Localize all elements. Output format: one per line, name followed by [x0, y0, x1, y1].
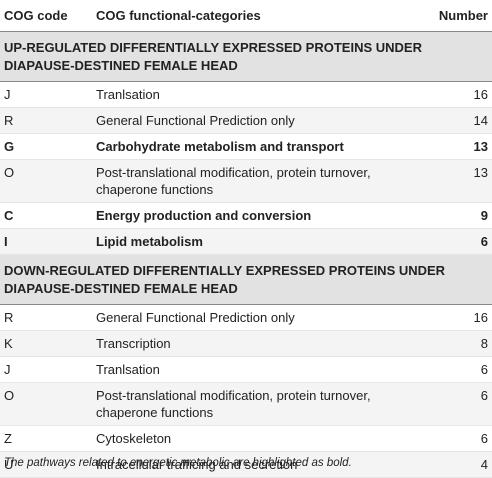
- table-row: R General Functional Prediction only 14: [0, 107, 492, 134]
- cog-code-cell: R: [0, 107, 92, 134]
- cog-code-cell: C: [0, 202, 92, 229]
- footnote: The pathways related to energetic metabo…: [4, 457, 352, 469]
- table-row: J Tranlsation 16: [0, 81, 492, 108]
- number-cell: 13: [422, 159, 492, 203]
- header-cog-code: COG code: [0, 0, 92, 32]
- table-row: J Tranlsation 6: [0, 356, 492, 383]
- category-cell: Post-translational modification, protein…: [92, 159, 422, 203]
- number-cell: 14: [422, 107, 492, 134]
- cog-code-cell: U: [0, 451, 92, 478]
- cog-code-cell: O: [0, 159, 92, 203]
- header-cog-category: COG functional-categories: [92, 0, 422, 32]
- number-cell: 6: [422, 382, 492, 426]
- table-row: U Intracellular trafficing and secretion 4: [0, 451, 492, 478]
- number-cell: 6: [422, 356, 492, 383]
- category-cell: Tranlsation: [92, 81, 422, 108]
- number-cell: 16: [422, 81, 492, 108]
- section-header-row: UP-REGULATED DIFFERENTIALLY EXPRESSED PR…: [0, 31, 492, 82]
- section-title: UP-REGULATED DIFFERENTIALLY EXPRESSED PR…: [0, 31, 492, 82]
- table-row: C Energy production and conversion 9: [0, 202, 492, 229]
- category-cell: General Functional Prediction only: [92, 107, 422, 134]
- table-row: O Post-translational modification, protei…: [0, 382, 492, 426]
- category-cell: Energy production and conversion: [92, 202, 422, 229]
- table-row: R General Functional Prediction only 16: [0, 304, 492, 331]
- table-body: UP-REGULATED DIFFERENTIALLY EXPRESSED PR…: [0, 31, 492, 478]
- cog-code-cell: Z: [0, 425, 92, 452]
- section-title: DOWN-REGULATED DIFFERENTIALLY EXPRESSED …: [0, 254, 492, 305]
- cog-code-cell: J: [0, 81, 92, 108]
- table-row: G Carbohydrate metabolism and transport 13: [0, 133, 492, 160]
- cog-code-cell: K: [0, 330, 92, 357]
- table-row: O Post-translational modification, protei…: [0, 159, 492, 203]
- cog-code-cell: I: [0, 228, 92, 255]
- number-cell: 16: [422, 304, 492, 331]
- category-cell: Cytoskeleton: [92, 425, 422, 452]
- number-cell: 6: [422, 425, 492, 452]
- category-cell: Carbohydrate metabolism and transport: [92, 133, 422, 160]
- header-number: Number: [422, 0, 492, 32]
- category-cell: Transcription: [92, 330, 422, 357]
- table-row: I Lipid metabolism 6: [0, 228, 492, 255]
- table-row: K Transcription 8: [0, 330, 492, 357]
- header-row: COG code COG functional-categories Numbe…: [0, 0, 492, 32]
- number-cell: 6: [422, 228, 492, 255]
- category-cell: Post-translational modification, protein…: [92, 382, 422, 426]
- section-header-row: DOWN-REGULATED DIFFERENTIALLY EXPRESSED …: [0, 254, 492, 305]
- category-cell: Tranlsation: [92, 356, 422, 383]
- number-cell: 4: [422, 451, 492, 478]
- cog-code-cell: G: [0, 133, 92, 160]
- cog-code-cell: O: [0, 382, 92, 426]
- number-cell: 9: [422, 202, 492, 229]
- number-cell: 8: [422, 330, 492, 357]
- category-cell: Lipid metabolism: [92, 228, 422, 255]
- category-cell: Intracellular trafficing and secretion: [92, 451, 422, 478]
- cog-code-cell: R: [0, 304, 92, 331]
- number-cell: 13: [422, 133, 492, 160]
- cog-code-cell: J: [0, 356, 92, 383]
- table-row: Z Cytoskeleton 6: [0, 425, 492, 452]
- category-cell: General Functional Prediction only: [92, 304, 422, 331]
